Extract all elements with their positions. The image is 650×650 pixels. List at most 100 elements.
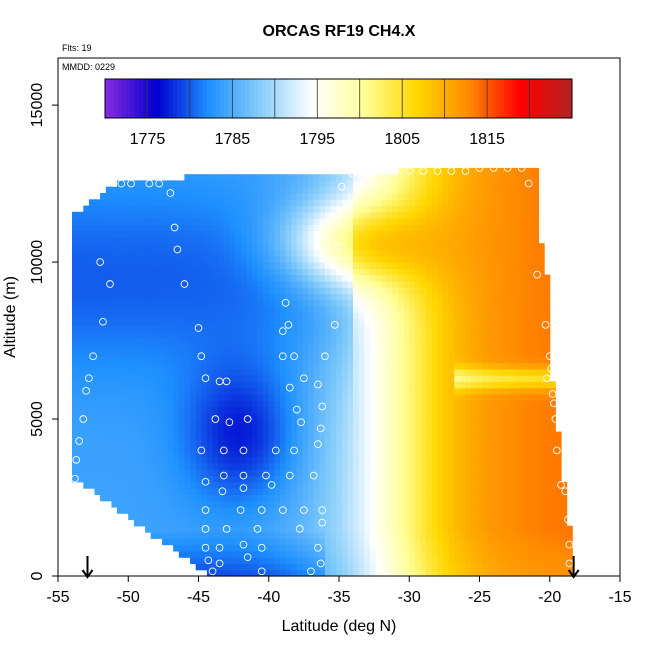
heatmap-cell xyxy=(83,375,90,382)
heatmap-cell xyxy=(285,431,292,439)
heatmap-cell xyxy=(167,243,174,251)
heatmap-cell xyxy=(420,500,427,508)
heatmap-cell xyxy=(516,419,523,426)
heatmap-cell xyxy=(504,544,511,552)
heatmap-cell xyxy=(324,544,332,552)
heatmap-cell xyxy=(302,488,309,495)
heatmap-cell xyxy=(240,362,247,370)
heatmap-cell xyxy=(308,249,315,257)
heatmap-cell xyxy=(280,293,287,301)
heatmap-cell xyxy=(487,437,495,445)
heatmap-cell xyxy=(285,180,292,188)
heatmap-cell xyxy=(150,343,157,351)
heatmap-cell xyxy=(212,205,219,213)
heatmap-cell xyxy=(280,387,287,395)
heatmap-cell xyxy=(330,218,337,225)
heatmap-cell xyxy=(493,293,500,301)
heatmap-cell xyxy=(454,456,461,464)
heatmap-cell xyxy=(302,463,309,470)
heatmap-cell xyxy=(178,375,185,382)
heatmap-cell xyxy=(280,469,287,477)
heatmap-cell xyxy=(117,450,124,458)
heatmap-cell xyxy=(223,293,230,301)
heatmap-cell xyxy=(296,419,303,426)
heatmap-cell xyxy=(364,337,371,345)
heatmap-cell xyxy=(381,324,388,332)
heatmap-cell xyxy=(133,375,141,382)
heatmap-cell xyxy=(268,456,275,464)
heatmap-cell xyxy=(235,513,242,521)
heatmap-cell xyxy=(375,400,382,408)
heatmap-cell xyxy=(341,431,348,439)
heatmap-cell xyxy=(420,375,427,382)
heatmap-cell xyxy=(162,444,169,451)
heatmap-cell xyxy=(454,174,461,182)
heatmap-cell xyxy=(218,437,225,445)
heatmap-cell xyxy=(150,381,157,389)
heatmap-cell xyxy=(235,557,242,565)
heatmap-cell xyxy=(178,393,185,401)
heatmap-cell xyxy=(122,318,129,326)
heatmap-cell xyxy=(291,488,298,495)
heatmap-cell xyxy=(257,312,264,320)
heatmap-cell xyxy=(128,337,135,345)
heatmap-cell xyxy=(398,544,405,552)
heatmap-cell xyxy=(414,550,422,558)
heatmap-cell xyxy=(156,400,163,408)
heatmap-cell xyxy=(398,506,405,514)
heatmap-cell xyxy=(83,293,90,301)
heatmap-cell xyxy=(487,299,495,307)
heatmap-cell xyxy=(392,400,399,408)
heatmap-cell xyxy=(156,249,163,257)
heatmap-cell xyxy=(403,488,410,495)
heatmap-cell xyxy=(398,268,405,276)
heatmap-cell xyxy=(420,550,427,558)
heatmap-cell xyxy=(358,538,365,546)
heatmap-cell xyxy=(240,331,247,338)
heatmap-cell xyxy=(274,475,281,483)
heatmap-cell xyxy=(313,230,320,238)
heatmap-cell xyxy=(465,500,472,508)
heatmap-cell xyxy=(184,230,191,238)
heatmap-cell xyxy=(133,193,141,200)
heatmap-cell xyxy=(257,211,264,219)
heatmap-cell xyxy=(420,337,427,345)
heatmap-cell xyxy=(285,274,292,282)
heatmap-cell xyxy=(341,274,348,282)
heatmap-cell xyxy=(206,463,214,470)
heatmap-cell xyxy=(184,249,191,257)
heatmap-cell xyxy=(448,306,455,313)
heatmap-cell xyxy=(100,431,107,439)
heatmap-cell xyxy=(431,375,438,382)
heatmap-cell xyxy=(72,350,79,357)
heatmap-cell xyxy=(105,362,112,370)
heatmap-cell xyxy=(111,274,118,282)
heatmap-cell xyxy=(274,532,281,539)
heatmap-cell xyxy=(291,224,298,232)
heatmap-cell xyxy=(504,337,511,345)
heatmap-cell xyxy=(482,400,489,408)
heatmap-cell xyxy=(156,306,163,313)
heatmap-cell xyxy=(347,437,354,445)
heatmap-cell xyxy=(235,199,242,207)
heatmap-cell xyxy=(291,362,298,370)
heatmap-cell xyxy=(476,249,483,257)
heatmap-cell xyxy=(482,525,489,533)
heatmap-cell xyxy=(403,218,410,225)
heatmap-cell xyxy=(375,193,382,200)
heatmap-cell xyxy=(499,218,506,225)
heatmap-cell xyxy=(369,525,377,533)
heatmap-cell xyxy=(223,431,230,439)
heatmap-cell xyxy=(162,268,169,276)
heatmap-cell xyxy=(302,513,309,521)
heatmap-cell xyxy=(386,255,393,263)
heatmap-cell xyxy=(426,406,433,414)
heatmap-cell xyxy=(521,236,528,244)
heatmap-cell xyxy=(274,544,281,552)
heatmap-cell xyxy=(83,431,90,439)
heatmap-cell xyxy=(336,224,343,232)
heatmap-cell xyxy=(263,488,270,495)
heatmap-cell xyxy=(77,469,84,477)
heatmap-cell xyxy=(347,180,354,188)
heatmap-cell xyxy=(324,199,332,207)
